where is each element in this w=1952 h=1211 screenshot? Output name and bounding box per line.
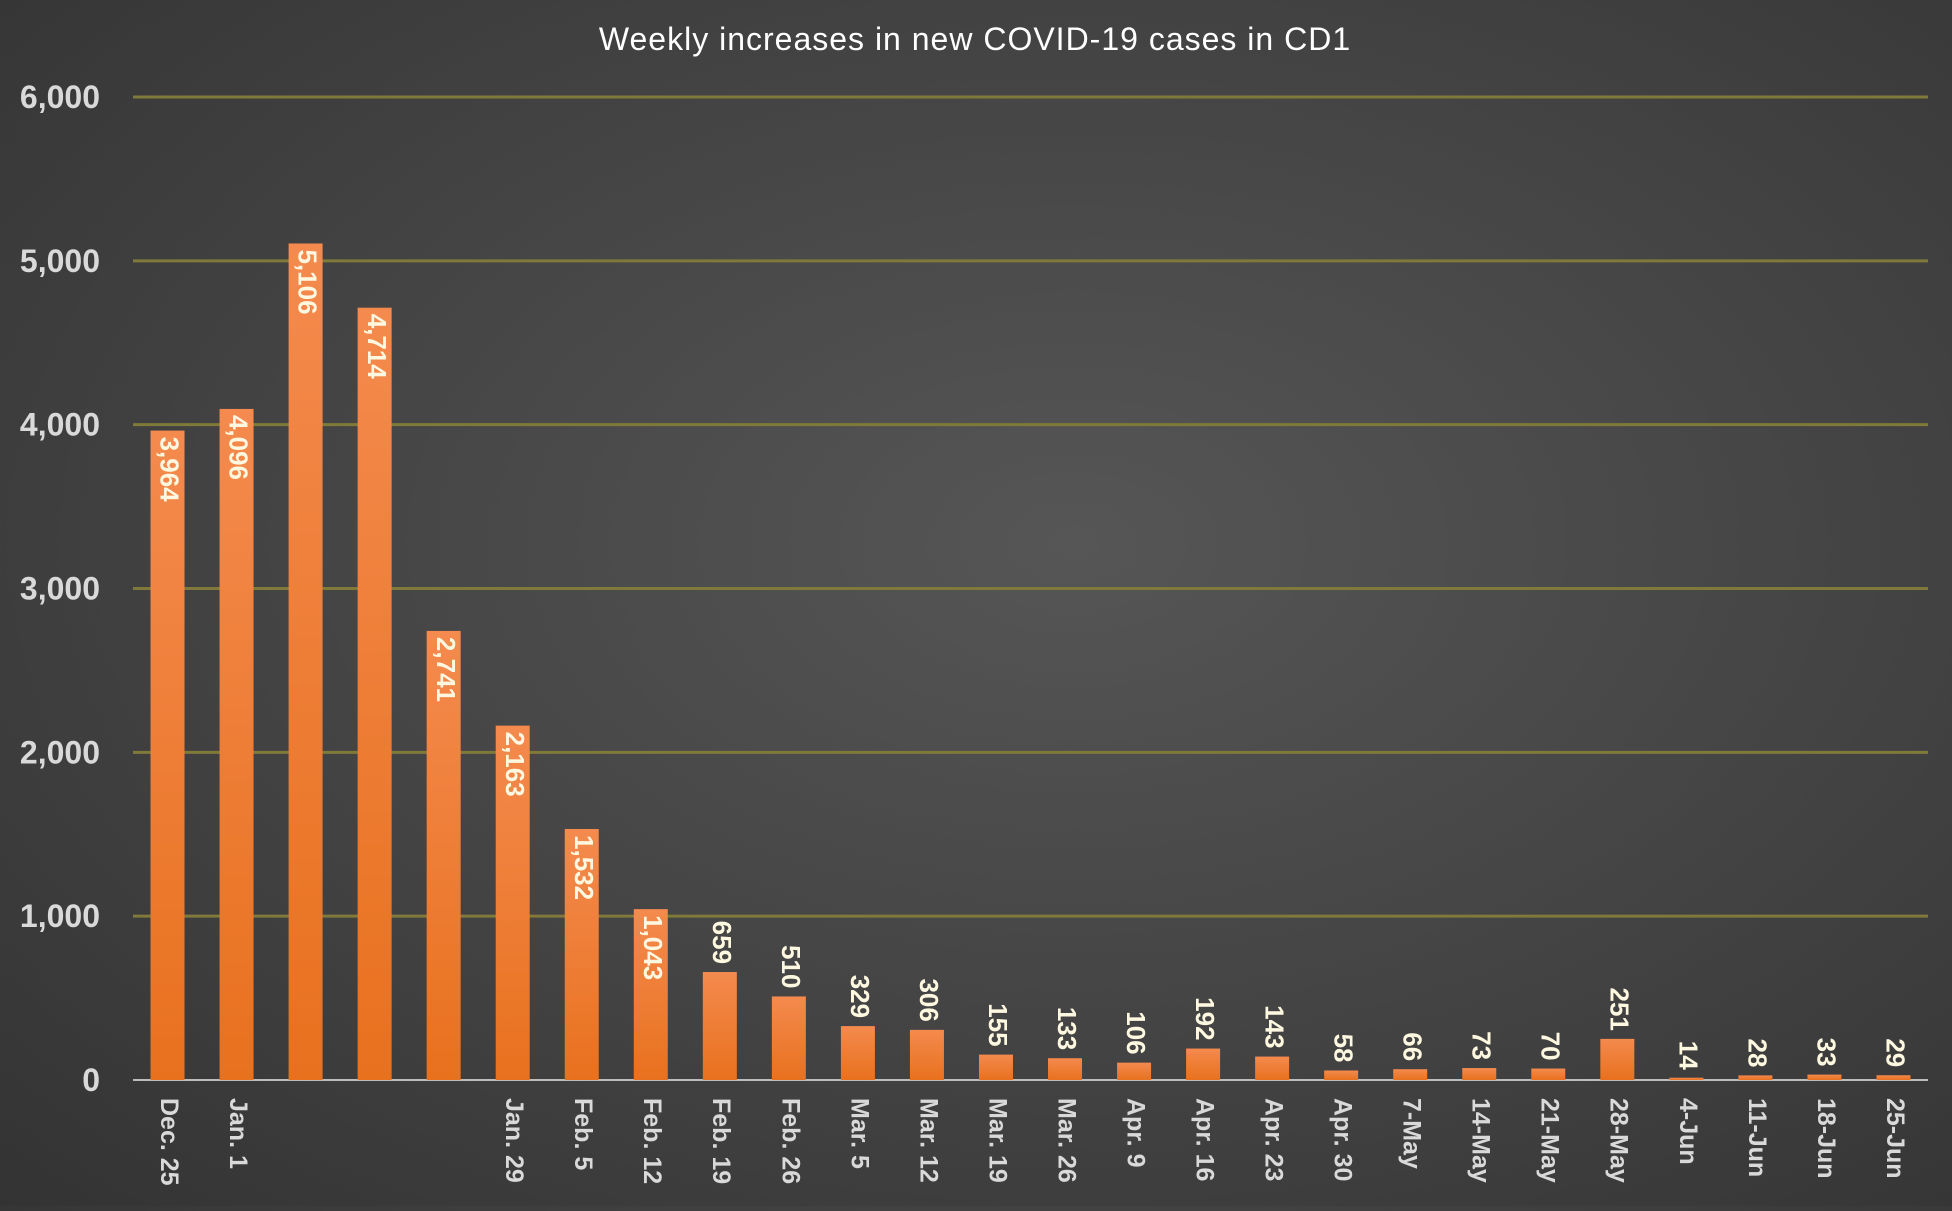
x-tick-label: 21-May (1536, 1098, 1564, 1183)
y-tick-label: 5,000 (20, 243, 100, 279)
bar (1255, 1056, 1290, 1080)
gridlines (133, 95, 1928, 1081)
bar (150, 430, 185, 1080)
x-tick-label: 11-Jun (1743, 1098, 1771, 1177)
bars (150, 243, 1911, 1081)
bar (288, 243, 323, 1081)
data-label: 192 (1190, 997, 1220, 1040)
y-tick-label: 2,000 (20, 734, 100, 770)
bar (840, 1026, 875, 1080)
data-label: 3,964 (155, 437, 185, 503)
bar (1807, 1074, 1842, 1080)
data-label: 28 (1743, 1038, 1773, 1067)
data-label: 4,096 (224, 415, 254, 480)
bar (1531, 1068, 1566, 1080)
data-label: 5,106 (293, 249, 323, 314)
x-tick-label: Mar. 12 (914, 1098, 942, 1183)
x-tick-label: 4-Jun (1674, 1098, 1702, 1165)
x-tick-label: Mar. 5 (845, 1098, 873, 1169)
data-label: 251 (1604, 987, 1634, 1030)
x-tick-label: Dec. 25 (155, 1098, 183, 1186)
bar (702, 972, 737, 1080)
x-tick-label: Mar. 19 (983, 1098, 1011, 1183)
x-tick-label: Apr. 9 (1121, 1098, 1149, 1167)
data-label: 510 (776, 945, 806, 988)
x-tick-label: Apr. 30 (1329, 1098, 1357, 1181)
data-label: 2,741 (431, 637, 461, 702)
data-label: 1,043 (638, 915, 668, 980)
x-tick-label: Mar. 26 (1052, 1098, 1080, 1183)
x-tick-label: 18-Jun (1812, 1098, 1840, 1179)
data-label: 4,714 (362, 314, 392, 380)
data-label: 329 (845, 975, 875, 1018)
bar (978, 1054, 1013, 1080)
data-label: 58 (1328, 1034, 1358, 1063)
y-axis-tick-labels: 0 1,000 2,000 3,000 4,000 5,000 6,000 (20, 79, 100, 1098)
data-label: 143 (1259, 1005, 1289, 1048)
data-label: 2,163 (500, 732, 530, 797)
x-tick-label: 28-May (1605, 1098, 1633, 1183)
x-tick-label: Jan. 1 (224, 1098, 252, 1169)
x-axis-tick-labels: Dec. 25 Jan. 1 Jan. 29 Feb. 5 Feb. 12 Feb. 19… (155, 1098, 1909, 1186)
bar (1876, 1075, 1911, 1080)
y-tick-label: 4,000 (20, 407, 100, 443)
data-label: 106 (1121, 1011, 1151, 1054)
y-tick-label: 0 (82, 1062, 100, 1098)
bar (771, 996, 806, 1080)
bar (426, 630, 461, 1080)
x-tick-label: 25-Jun (1881, 1098, 1909, 1179)
y-tick-label: 3,000 (20, 571, 100, 607)
x-tick-label: Feb. 5 (569, 1098, 597, 1170)
data-label: 659 (707, 921, 737, 964)
bar (1738, 1075, 1773, 1080)
x-tick-label: Feb. 19 (707, 1098, 735, 1184)
data-label: 133 (1052, 1007, 1082, 1050)
bar (1048, 1058, 1083, 1080)
y-tick-label: 1,000 (20, 898, 100, 934)
bar (1186, 1048, 1221, 1080)
bar (1117, 1062, 1152, 1080)
x-tick-label: Apr. 16 (1190, 1098, 1218, 1181)
bar (495, 725, 530, 1080)
bar (357, 307, 392, 1080)
data-label: 14 (1673, 1041, 1703, 1070)
bar (219, 408, 254, 1080)
x-tick-label: 14-May (1467, 1098, 1495, 1183)
bar (1324, 1070, 1359, 1080)
chart-title: Weekly increases in new COVID-19 cases i… (599, 21, 1351, 57)
bar (633, 909, 668, 1080)
bar (1600, 1038, 1635, 1080)
bar (1393, 1069, 1428, 1080)
data-labels: 3,964 4,096 5,106 4,714 2,741 2,163 1,532 1,043… (155, 249, 1911, 1070)
y-tick-label: 6,000 (20, 79, 100, 115)
x-tick-label: Jan. 29 (500, 1098, 528, 1183)
data-label: 73 (1466, 1031, 1496, 1060)
data-label: 1,532 (569, 835, 599, 900)
x-tick-label: 7-May (1398, 1098, 1426, 1169)
x-tick-label: Apr. 23 (1260, 1098, 1288, 1181)
bar (1669, 1077, 1704, 1080)
data-label: 66 (1397, 1032, 1427, 1061)
data-label: 70 (1535, 1032, 1565, 1061)
data-label: 306 (914, 978, 944, 1021)
bar (564, 829, 599, 1080)
data-label: 33 (1812, 1038, 1842, 1067)
data-label: 155 (983, 1003, 1013, 1046)
x-tick-label: Feb. 12 (638, 1098, 666, 1184)
data-label: 29 (1881, 1038, 1911, 1067)
x-tick-label: Feb. 26 (776, 1098, 804, 1184)
bar (909, 1029, 944, 1080)
bar (1462, 1068, 1497, 1080)
